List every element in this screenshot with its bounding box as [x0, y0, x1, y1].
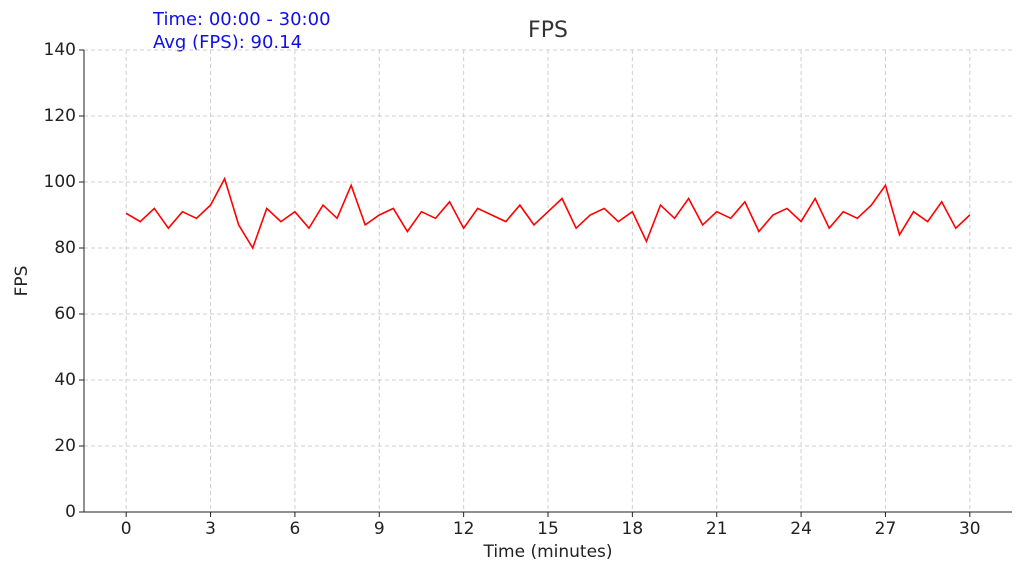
y-tick-label: 60 — [54, 304, 76, 324]
x-axis-label: Time (minutes) — [482, 542, 612, 562]
line-series — [125, 176, 971, 250]
y-tick-label: 80 — [54, 238, 76, 258]
x-tick-label: 27 — [875, 519, 897, 539]
y-tick-label: 0 — [65, 502, 76, 522]
x-tick-label: 12 — [453, 519, 475, 539]
y-tick-label: 40 — [54, 370, 76, 390]
x-tick-label: 15 — [537, 519, 559, 539]
y-axis-label: FPS — [12, 266, 32, 297]
y-tick-label: 120 — [44, 106, 76, 126]
y-tick-label: 20 — [54, 436, 76, 456]
x-tick-label: 6 — [289, 519, 300, 539]
y-tick-label: 100 — [44, 172, 76, 192]
x-tick-label: 18 — [622, 519, 644, 539]
annotation: Avg (FPS): 90.14 — [153, 32, 302, 53]
x-tick-label: 21 — [706, 519, 728, 539]
x-tick-label: 9 — [374, 519, 385, 539]
annotation: Time: 00:00 - 30:00 — [152, 9, 331, 30]
x-tick-label: 0 — [121, 519, 132, 539]
x-tick-label: 24 — [790, 519, 812, 539]
chart-title: FPS — [528, 18, 568, 43]
x-tick-label: 30 — [959, 519, 981, 539]
x-tick-label: 3 — [205, 519, 216, 539]
y-tick-label: 140 — [44, 40, 76, 60]
